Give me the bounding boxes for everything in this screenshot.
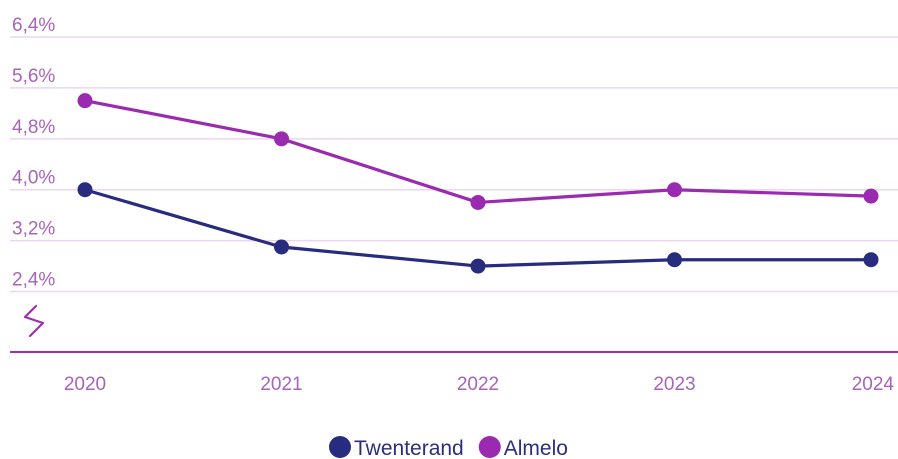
x-tick-label: 2021 [260, 374, 302, 395]
series [77, 93, 879, 274]
x-tick-label: 2024 [852, 374, 895, 395]
legend-item: Almelo [478, 436, 568, 459]
data-point [667, 252, 682, 268]
series-almelo [77, 93, 879, 210]
data-point [863, 188, 879, 204]
data-point [77, 182, 93, 198]
x-axis-ticks: 2020 2021 2022 2023 2024 [64, 374, 895, 395]
x-tick-label: 2020 [64, 374, 106, 395]
data-point [470, 258, 486, 274]
y-tick-label: 6,4% [12, 15, 55, 36]
data-point [274, 239, 289, 255]
legend-marker [329, 436, 351, 458]
y-tick-label: 3,2% [12, 219, 55, 240]
series-twenterand [77, 182, 879, 274]
legend-label: Almelo [504, 437, 568, 459]
y-tick-label: 4,8% [12, 117, 55, 138]
axis-break [23, 304, 45, 338]
data-point [77, 93, 93, 109]
legend-item: Twenterand [329, 436, 464, 459]
y-axis-ticks: 6,4% 5,6% 4,8% 4,0% 3,2% 2,4% [12, 15, 55, 291]
legend: Twenterand Almelo [329, 436, 568, 459]
series-line [84, 99, 872, 205]
y-tick-label: 5,6% [12, 66, 55, 87]
zigzag-break-icon [23, 304, 45, 338]
data-point [667, 182, 682, 198]
data-point [274, 131, 289, 147]
y-tick-label: 2,4% [12, 270, 55, 291]
legend-marker [478, 436, 501, 458]
data-point [863, 252, 879, 268]
gridlines [10, 36, 898, 293]
x-tick-label: 2023 [653, 374, 695, 395]
data-point [470, 194, 486, 210]
x-tick-label: 2022 [457, 374, 499, 395]
y-tick-label: 4,0% [12, 168, 55, 189]
legend-label: Twenterand [354, 437, 464, 459]
